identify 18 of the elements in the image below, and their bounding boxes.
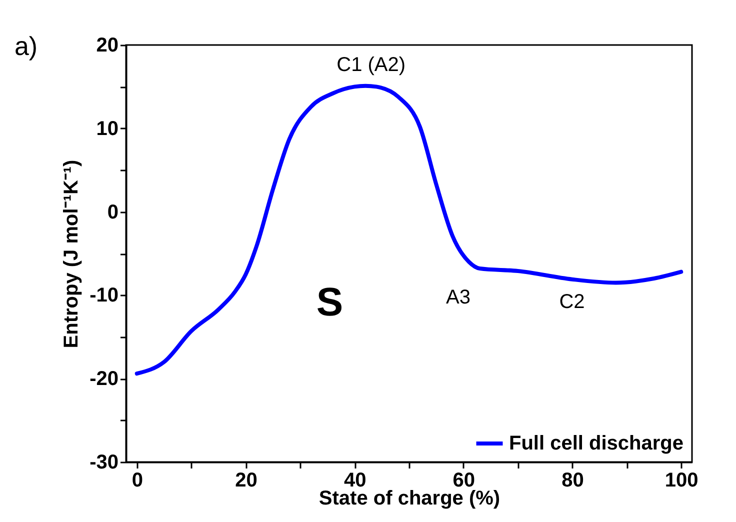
x-tick-label: 80	[562, 470, 584, 492]
annotation: A3	[446, 286, 470, 309]
x-tick-label: 0	[132, 470, 143, 492]
legend-label: Full cell discharge	[509, 432, 684, 454]
y-tick-label: -30	[90, 452, 118, 474]
annotation: S	[316, 280, 344, 325]
line-series	[134, 84, 684, 376]
y-tick-label: 20	[96, 34, 118, 56]
y-tick-label: 10	[96, 118, 118, 140]
y-tick-label: -10	[90, 284, 118, 307]
annotation: C1 (A2)	[336, 54, 406, 76]
x-tick-label: 20	[235, 470, 258, 492]
y-axis-title: Entropy (J mol⁻¹K⁻¹)	[60, 160, 83, 348]
y-tick-label: 0	[107, 201, 118, 224]
annotation: C2	[559, 290, 585, 313]
text: a)	[14, 31, 38, 61]
y-tick-label: -20	[90, 368, 118, 390]
x-tick-label: 100	[664, 470, 698, 492]
